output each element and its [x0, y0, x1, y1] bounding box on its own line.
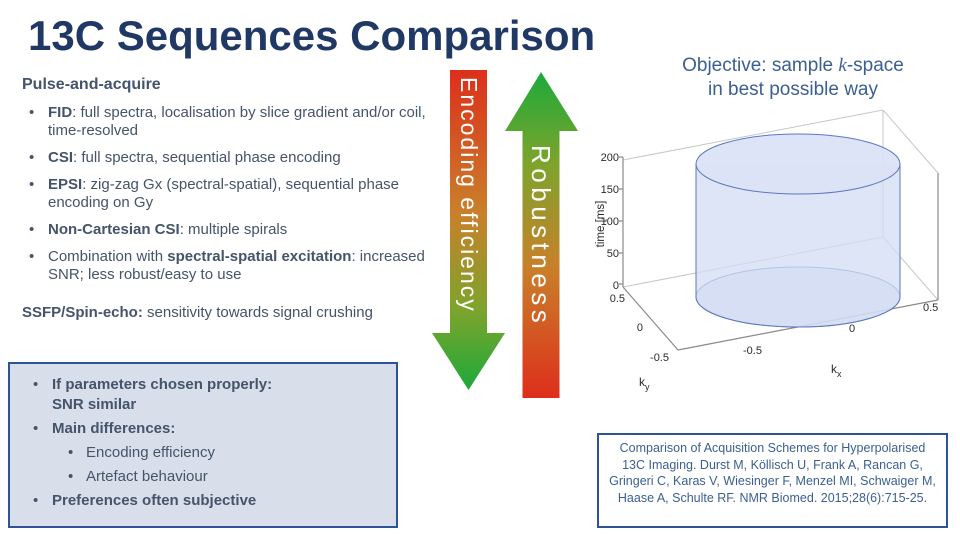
list-item-term: EPSI	[48, 176, 83, 193]
ssfp-term: SSFP/Spin-echo:	[22, 304, 143, 321]
z-tick: 150	[601, 184, 619, 196]
citation-box: Comparison of Acquisition Schemes for Hy…	[597, 433, 948, 528]
list-item-term: FID	[48, 104, 73, 121]
objective-text: Objective: sample k-space in best possib…	[640, 54, 946, 102]
objective-line1-post: -space	[846, 55, 904, 76]
list-item: Combination with spectral-spatial excita…	[22, 248, 434, 284]
summary-item: Preferences often subjective	[26, 491, 388, 511]
kx-tick: 0	[849, 323, 855, 335]
summary-item-line2: SNR similar	[52, 396, 137, 413]
summary-subitem: Encoding efficiency	[62, 443, 388, 463]
kx-axis-label: kx	[831, 362, 842, 379]
objective-line2: in best possible way	[707, 79, 879, 100]
list-item-text: : zig-zag Gx (spectral-spatial), sequent…	[48, 176, 400, 211]
z-tick: 50	[607, 248, 619, 260]
z-tick: 100	[601, 216, 619, 228]
arrows-graphic: Encoding efficiency Robustness	[432, 70, 578, 398]
ky-axis-label: ky	[639, 375, 650, 392]
list-item: EPSI: zig-zag Gx (spectral-spatial), seq…	[22, 176, 434, 212]
objective-line1: Objective: sample k-space	[640, 54, 946, 78]
robustness-arrow	[505, 72, 578, 398]
time-axis-label: time [ms]	[595, 201, 607, 248]
ky-tick: -0.5	[650, 352, 669, 364]
objective-line1-pre: Objective: sample	[682, 55, 839, 76]
citation-text: Comparison of Acquisition Schemes for Hy…	[609, 441, 936, 505]
list-item: FID: full spectra, localisation by slice…	[22, 104, 434, 140]
summary-item: If parameters chosen properly: SNR simil…	[26, 375, 388, 415]
encoding-efficiency-label: Encoding efficiency	[456, 77, 482, 313]
summary-subitem: Artefact behaviour	[62, 467, 388, 487]
summary-item: Main differences:	[26, 419, 388, 439]
ssfp-note: SSFP/Spin-echo: sensitivity towards sign…	[22, 304, 434, 322]
z-tick-marks	[619, 156, 623, 285]
kx-tick: -0.5	[743, 345, 762, 357]
cylinder-top	[695, 133, 901, 195]
kx-tick: 0.5	[923, 302, 938, 314]
list-item-term: spectral-spatial excitation	[167, 248, 352, 265]
list-item-term: Non-Cartesian CSI	[48, 221, 180, 238]
z-tick: 0	[613, 280, 619, 292]
list-item-text: : multiple spirals	[179, 221, 288, 238]
pulse-and-acquire-heading: Pulse-and-acquire	[22, 76, 161, 93]
z-tick: 200	[601, 152, 619, 164]
list-item-text: : increased SNR; less robust/easy to use	[48, 248, 425, 283]
summary-item-line1: If parameters chosen properly:	[52, 376, 273, 393]
sequence-list: FID: full spectra, localisation by slice…	[22, 104, 434, 284]
list-item-term: CSI	[48, 149, 74, 166]
list-item-pre: Combination with	[48, 248, 168, 265]
summary-box: If parameters chosen properly: SNR simil…	[8, 362, 398, 528]
kspace-plot: 200 150 100 50 0 0.5 0 -0.5 -0.5 0 0.5 t…	[595, 109, 939, 392]
ky-axis-line	[622, 286, 679, 351]
plot-tick-labels: 200 150 100 50 0 0.5 0 -0.5 -0.5 0 0.5	[601, 152, 939, 364]
list-item: Non-Cartesian CSI: multiple spirals	[22, 221, 434, 239]
ky-tick: 0	[637, 322, 643, 334]
objective-k: k	[838, 55, 847, 76]
page-title: 13C Sequences Comparison	[28, 12, 596, 59]
list-item-text: : full spectra, localisation by slice gr…	[48, 104, 426, 139]
list-item-text: : full spectra, sequential phase encodin…	[73, 149, 341, 166]
left-text-column: Pulse-and-acquire FID: full spectra, loc…	[22, 76, 434, 322]
ky-tick: 0.5	[610, 293, 625, 305]
ssfp-text: sensitivity towards signal crushing	[142, 304, 373, 321]
robustness-label: Robustness	[526, 145, 556, 327]
cylinder-body	[695, 164, 901, 328]
list-item: CSI: full spectra, sequential phase enco…	[22, 149, 434, 167]
encoding-efficiency-arrow	[432, 70, 505, 390]
